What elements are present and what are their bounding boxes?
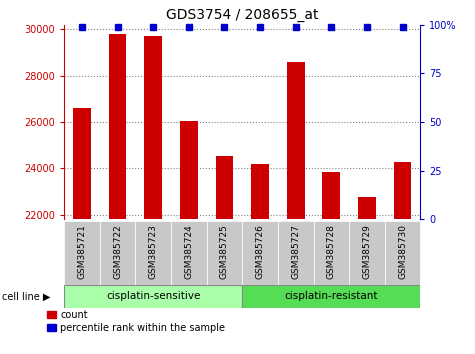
Bar	[323, 172, 340, 354]
Bar	[358, 198, 376, 354]
Bar	[64, 285, 242, 308]
Text: GSM385725: GSM385725	[220, 224, 229, 279]
Text: GSM385723: GSM385723	[149, 224, 158, 279]
Legend: count, percentile rank within the sample: count, percentile rank within the sample	[43, 306, 229, 337]
Bar	[242, 221, 278, 285]
Text: GSM385721: GSM385721	[77, 224, 86, 279]
Text: cisplatin-resistant: cisplatin-resistant	[285, 291, 378, 302]
Text: GSM385724: GSM385724	[184, 224, 193, 279]
Bar	[314, 221, 349, 285]
Bar	[100, 221, 135, 285]
Bar	[349, 221, 385, 285]
Bar	[385, 221, 420, 285]
Bar	[180, 121, 198, 354]
Title: GDS3754 / 208655_at: GDS3754 / 208655_at	[166, 8, 319, 22]
Bar	[144, 36, 162, 354]
Text: GSM385722: GSM385722	[113, 224, 122, 279]
Bar	[287, 62, 304, 354]
Bar	[64, 221, 100, 285]
Text: GSM385730: GSM385730	[398, 224, 407, 279]
Text: GSM385729: GSM385729	[362, 224, 371, 279]
Text: GSM385728: GSM385728	[327, 224, 336, 279]
Bar	[207, 221, 242, 285]
Bar	[251, 164, 269, 354]
Bar	[73, 108, 91, 354]
Text: GSM385727: GSM385727	[291, 224, 300, 279]
Text: cisplatin-sensitive: cisplatin-sensitive	[106, 291, 200, 302]
Bar	[278, 221, 314, 285]
Bar	[242, 285, 420, 308]
Bar	[109, 34, 126, 354]
Bar	[171, 221, 207, 285]
Bar	[216, 156, 233, 354]
Text: GSM385726: GSM385726	[256, 224, 265, 279]
Bar	[394, 161, 411, 354]
Bar	[135, 221, 171, 285]
Text: cell line ▶: cell line ▶	[2, 291, 51, 302]
